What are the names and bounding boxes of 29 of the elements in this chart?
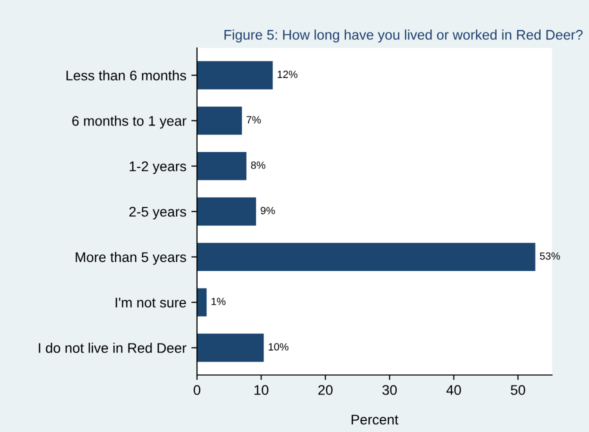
x-tick-label: 10 bbox=[254, 385, 268, 395]
data-label: 10% bbox=[268, 343, 288, 351]
data-label: 12% bbox=[278, 70, 298, 78]
bar bbox=[197, 152, 246, 180]
y-tick-label: I'm not sure bbox=[116, 298, 186, 308]
data-label: 7% bbox=[246, 116, 261, 124]
y-tick-label: 6 months to 1 year bbox=[72, 116, 186, 129]
data-label: 53% bbox=[540, 252, 560, 260]
x-tick-label: 30 bbox=[382, 385, 397, 395]
data-label: 8% bbox=[251, 162, 266, 169]
bar bbox=[197, 106, 242, 135]
y-tick-label: Less than 6 months bbox=[66, 70, 186, 80]
x-tick-label: 50 bbox=[510, 385, 526, 395]
x-tick-label: 0 bbox=[194, 385, 200, 395]
bar bbox=[197, 334, 264, 362]
bar bbox=[197, 61, 273, 90]
y-tick-label: 1-2 years bbox=[130, 161, 186, 174]
bar bbox=[197, 197, 256, 226]
bar bbox=[197, 288, 207, 316]
x-axis-title: Percent bbox=[352, 414, 398, 425]
x-tick-label: 20 bbox=[318, 385, 333, 395]
y-tick-label: More than 5 years bbox=[76, 252, 186, 265]
y-tick-label: I do not live in Red Deer bbox=[38, 342, 186, 353]
y-tick-label: 2-5 years bbox=[129, 206, 186, 220]
data-label: 1% bbox=[212, 298, 226, 306]
chart-title: Figure 5: How long have you lived or worked in Red Deer? bbox=[224, 30, 583, 42]
bar bbox=[197, 242, 536, 271]
data-label: 9% bbox=[260, 206, 275, 214]
x-tick-label: 40 bbox=[446, 385, 461, 395]
